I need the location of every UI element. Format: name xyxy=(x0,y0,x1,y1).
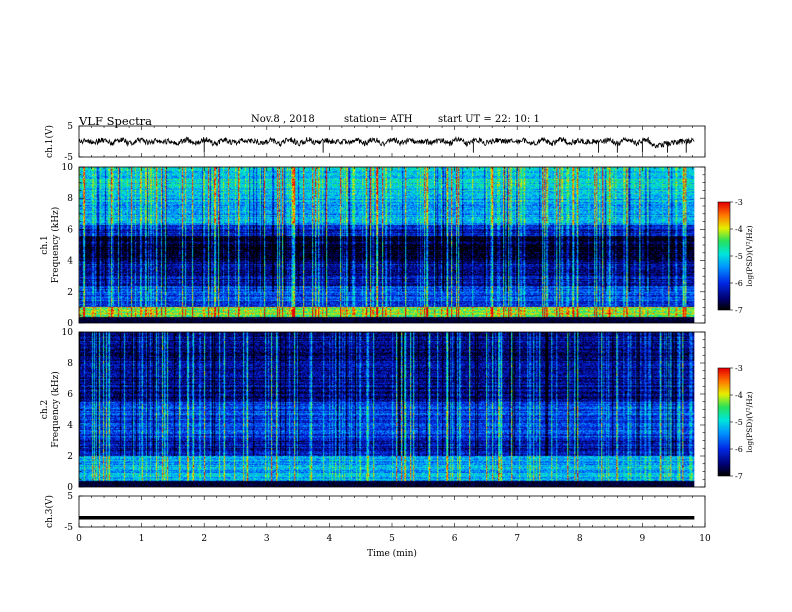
ch2-spectrogram-image xyxy=(79,332,695,487)
ch1-spectrogram-colorbar-tick-label: -7 xyxy=(735,306,743,315)
ch1-ytick-label: -5 xyxy=(64,153,73,163)
ch1-ytick-label: 5 xyxy=(67,122,73,132)
ch2-spectrogram-ytick-label: 4 xyxy=(67,421,73,431)
ch2-spectrogram-colorbar-tick-label: -6 xyxy=(735,445,743,454)
ch1-spectrogram-colorbar-tick-label: -6 xyxy=(735,279,743,288)
ch2-spectrogram-ylabel-frequency: Frequency (kHz) xyxy=(50,371,61,448)
station-label: station= ATH xyxy=(344,114,413,125)
x-axis-label: Time (min) xyxy=(367,548,417,559)
x-tick-label: 7 xyxy=(514,534,520,544)
ch1-spectrogram-colorbar-tick-label: -4 xyxy=(735,225,743,234)
x-tick-label: 5 xyxy=(389,534,395,544)
ch3-ylabel: ch.3(V) xyxy=(44,495,55,528)
x-tick-label: 10 xyxy=(699,534,711,544)
ch1-spectrogram-ylabel-channel: ch.1 xyxy=(40,235,50,254)
ch2-spectrogram-colorbar-label: log(PSD)(V²/Hz) xyxy=(745,391,754,452)
x-tick-label: 0 xyxy=(76,534,82,544)
x-tick-label: 3 xyxy=(264,534,270,544)
ch2-spectrogram-ytick-label: 2 xyxy=(67,452,73,462)
start-time-label: start UT = 22: 10: 1 xyxy=(438,114,540,125)
x-tick-label: 8 xyxy=(577,534,583,544)
ch1-spectrogram-colorbar-tick-label: -3 xyxy=(735,198,743,207)
ch2-spectrogram-ytick-label: 8 xyxy=(67,359,73,369)
ch1-spectrogram-ytick-label: 10 xyxy=(62,163,74,173)
ch1-spectrogram-colorbar-tick-label: -5 xyxy=(735,252,743,261)
ch1-ylabel: ch.1(V) xyxy=(44,125,55,158)
ch2-spectrogram-colorbar-tick-label: -5 xyxy=(735,418,743,427)
ch1-spectrogram-ytick-label: 2 xyxy=(67,288,73,298)
ch2-spectrogram-ytick-label: 0 xyxy=(67,483,73,493)
ch3-waveform-frame xyxy=(78,495,706,528)
ch2-spectrogram-colorbar-tick-label: -3 xyxy=(735,364,743,373)
ch1-spectrogram-ytick-label: 6 xyxy=(67,225,73,235)
ch1-spectrogram-colorbar-label: log(PSD)(V²/Hz) xyxy=(745,225,754,286)
ch2-spectrogram-ytick-label: 10 xyxy=(62,328,74,338)
ch2-spectrogram-colorbar xyxy=(718,368,730,476)
date-label: Nov.8 , 2018 xyxy=(251,114,315,125)
x-tick-label: 4 xyxy=(327,534,333,544)
x-tick-label: 2 xyxy=(201,534,207,544)
ch1-spectrogram-ylabel-frequency: Frequency (kHz) xyxy=(50,207,61,284)
ch2-spectrogram-colorbar-tick-label: -7 xyxy=(735,472,743,481)
x-tick-label: 6 xyxy=(452,534,458,544)
x-tick-label: 1 xyxy=(139,534,145,544)
ch2-spectrogram-ylabel-channel: ch.2 xyxy=(40,400,50,419)
x-tick-label: 9 xyxy=(640,534,646,544)
ch1-spectrogram-ytick-label: 0 xyxy=(67,319,73,329)
ch1-spectrogram-colorbar xyxy=(718,202,730,310)
ch1-spectrogram-image xyxy=(79,167,695,323)
ch2-spectrogram-colorbar-tick-label: -4 xyxy=(735,391,743,400)
ch1-waveform-line xyxy=(78,135,695,149)
figure-title: VLF Spectra xyxy=(79,114,153,128)
ch2-spectrogram-ytick-label: 6 xyxy=(67,390,73,400)
ch1-spectrogram-ytick-label: 8 xyxy=(67,194,73,204)
ch3-ytick-label: -5 xyxy=(64,523,73,533)
ch1-spectrogram-ytick-label: 4 xyxy=(67,257,73,267)
ch3-ytick-label: 5 xyxy=(67,492,73,502)
